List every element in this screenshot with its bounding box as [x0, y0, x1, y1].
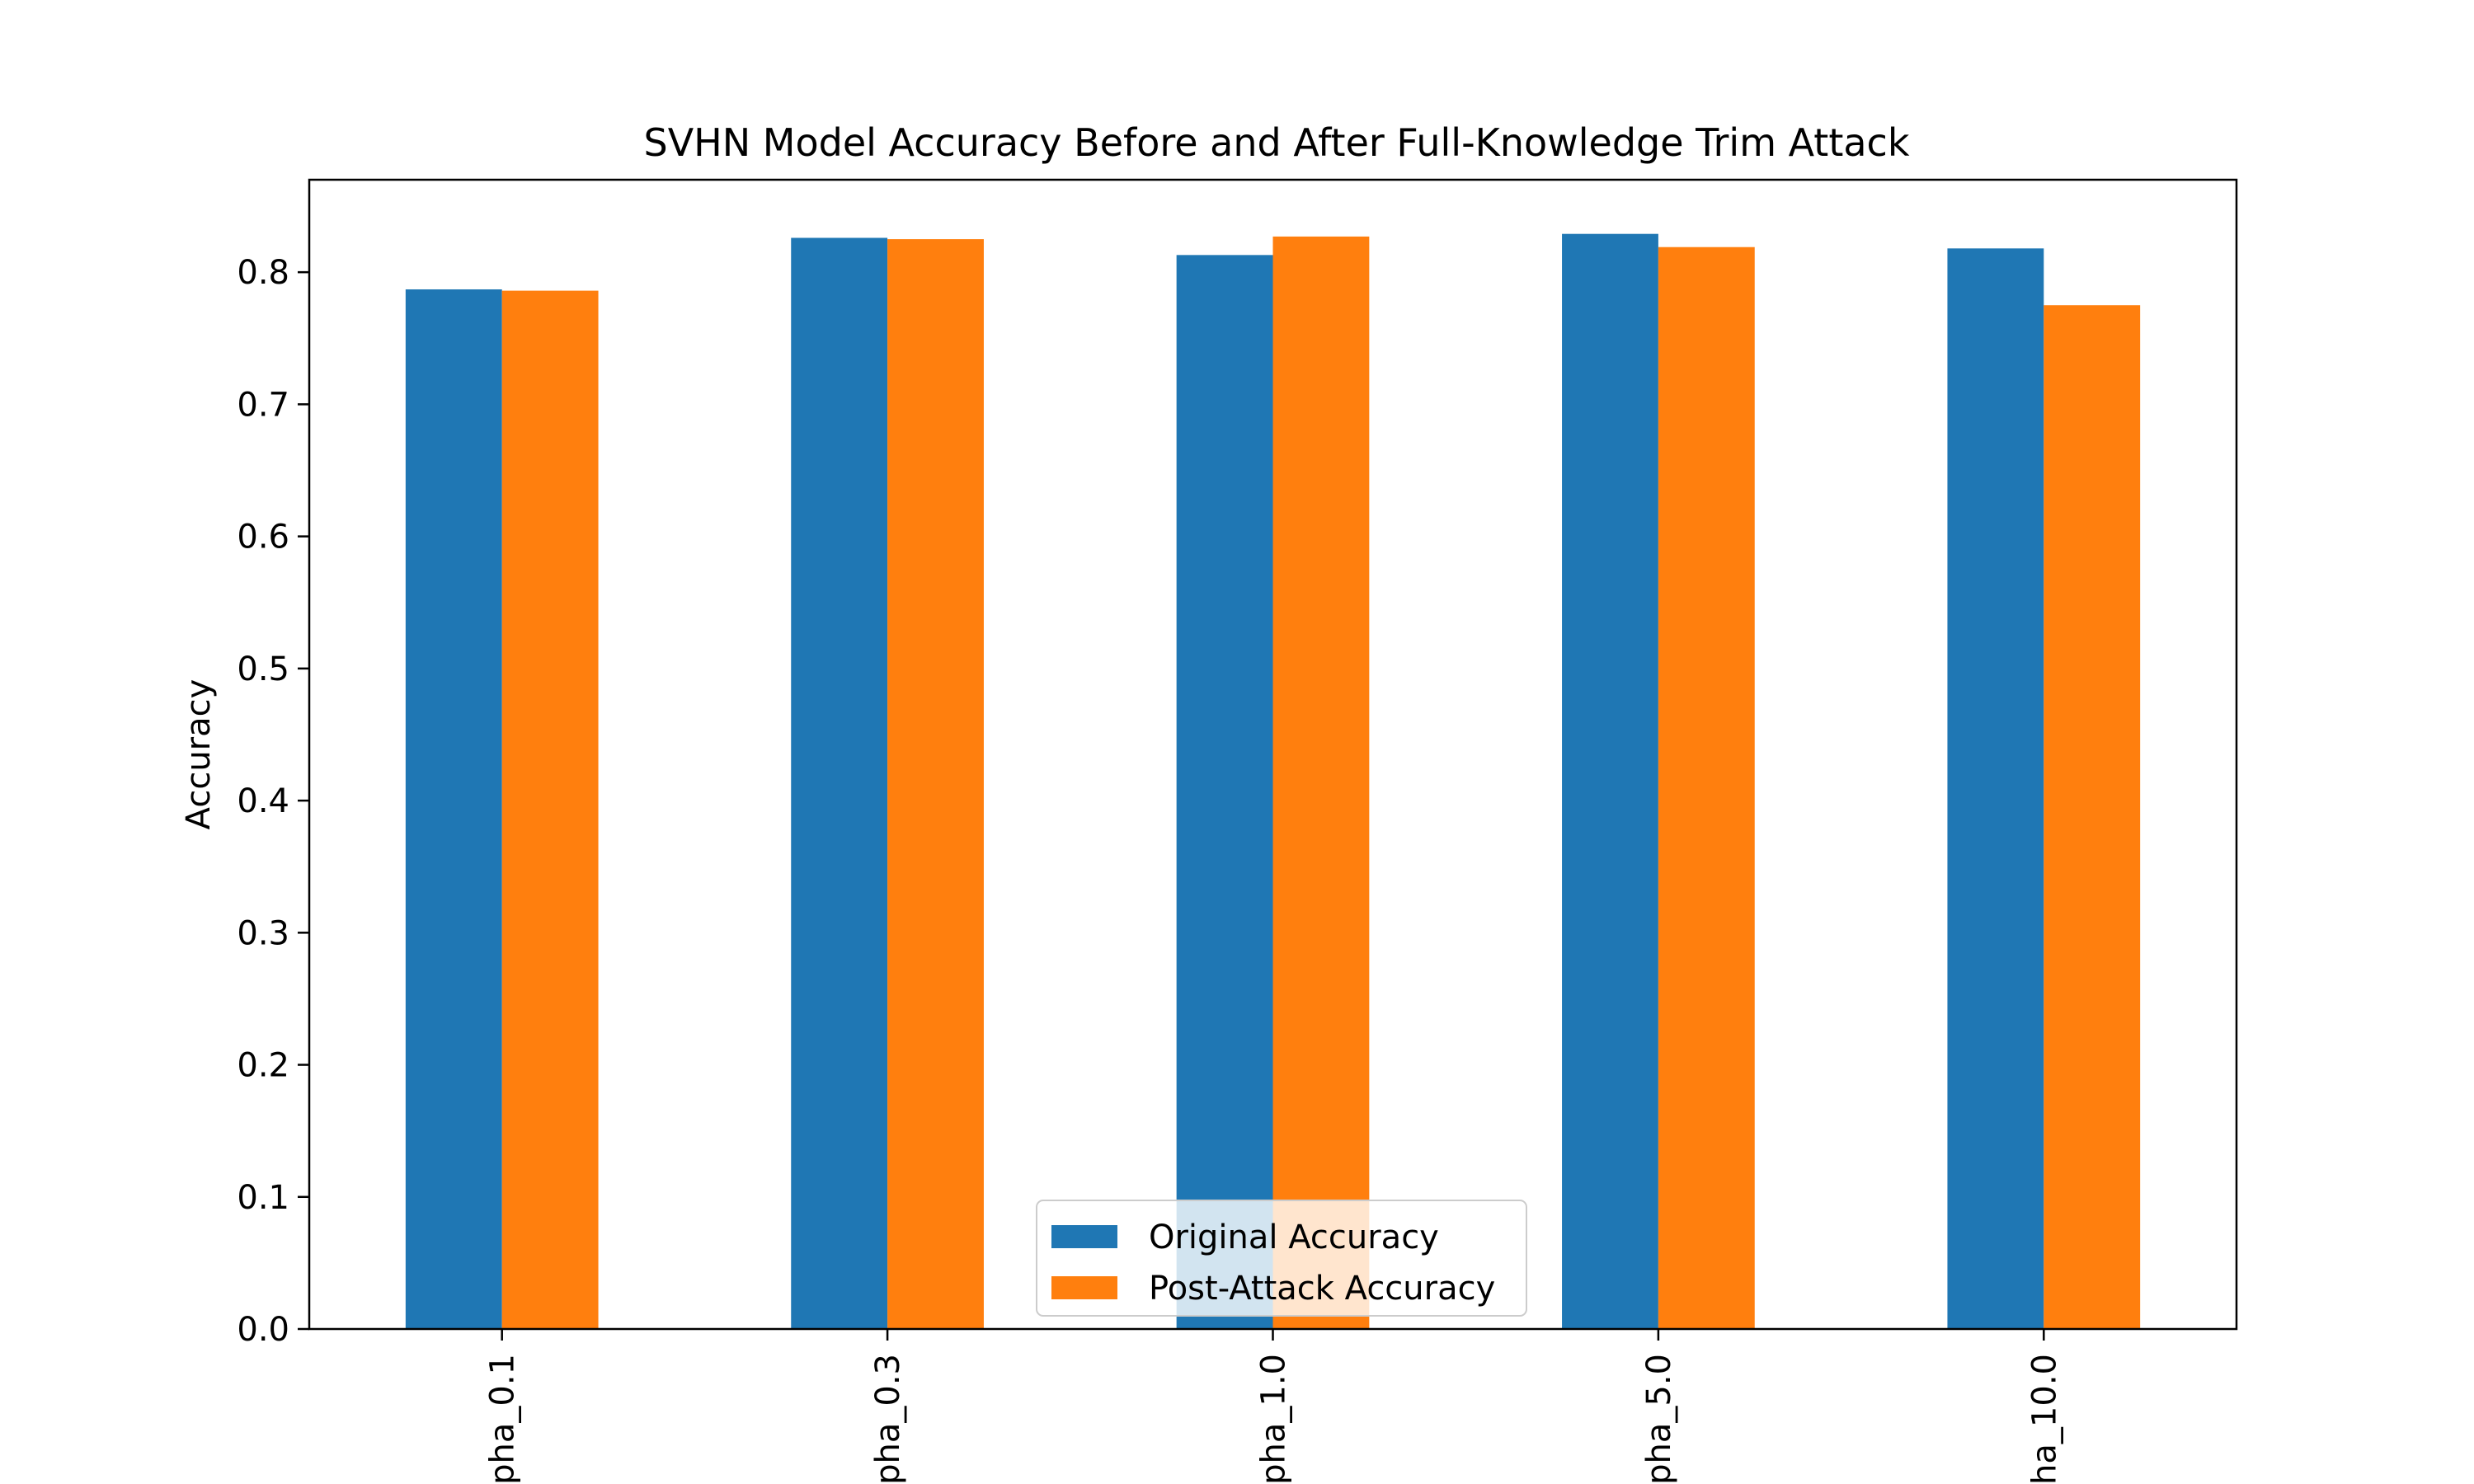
y-tick-label-2: 0.2: [237, 1047, 289, 1085]
legend-swatch-0: [1051, 1225, 1117, 1248]
y-axis: 0.0 0.1 0.2 0.3 0.4 0.5 0.6 0.7 0.8: [237, 254, 309, 1349]
y-tick-label-8: 0.8: [237, 254, 289, 292]
bar-post-attack-0: [501, 290, 599, 1329]
bar-post-attack-2: [1272, 236, 1370, 1329]
y-tick-label-4: 0.4: [237, 782, 289, 820]
y-tick-label-5: 0.5: [237, 650, 289, 688]
legend-swatch-1: [1051, 1276, 1117, 1299]
y-tick-label-1: 0.1: [237, 1179, 289, 1217]
legend-label-1: Post-Attack Accuracy: [1149, 1270, 1495, 1308]
x-axis: pha_0.1 pha_0.3 pha_1.0 pha_5.0 ha_10.0: [484, 1329, 2063, 1484]
x-tick-label-0: pha_0.1: [484, 1354, 522, 1484]
y-tick-label-3: 0.3: [237, 914, 289, 952]
legend-box: [1036, 1200, 1527, 1317]
y-tick-label-6: 0.6: [237, 519, 289, 556]
y-axis-label: Accuracy: [180, 679, 218, 830]
legend-label-0: Original Accuracy: [1149, 1219, 1439, 1256]
bar-original-3: [1562, 233, 1658, 1330]
x-tick-label-4: ha_10.0: [2025, 1354, 2063, 1484]
bar-post-attack-4: [2044, 305, 2141, 1329]
bar-original-2: [1176, 255, 1273, 1329]
y-tick-label-7: 0.7: [237, 386, 289, 424]
bar-original-0: [405, 289, 502, 1329]
x-tick-label-2: pha_1.0: [1255, 1354, 1293, 1484]
bar-post-attack-1: [887, 239, 984, 1329]
bar-original-4: [1947, 248, 2044, 1329]
bars-group: [405, 233, 2141, 1330]
chart-title: SVHN Model Accuracy Before and After Ful…: [644, 120, 1910, 165]
bar-post-attack-3: [1658, 247, 1755, 1329]
y-tick-label-0: 0.0: [237, 1311, 289, 1349]
bar-original-1: [791, 237, 888, 1329]
x-tick-label-1: pha_0.3: [869, 1354, 907, 1484]
x-tick-label-3: pha_5.0: [1640, 1354, 1678, 1484]
legend: Original Accuracy Post-Attack Accuracy: [1036, 1200, 1527, 1317]
